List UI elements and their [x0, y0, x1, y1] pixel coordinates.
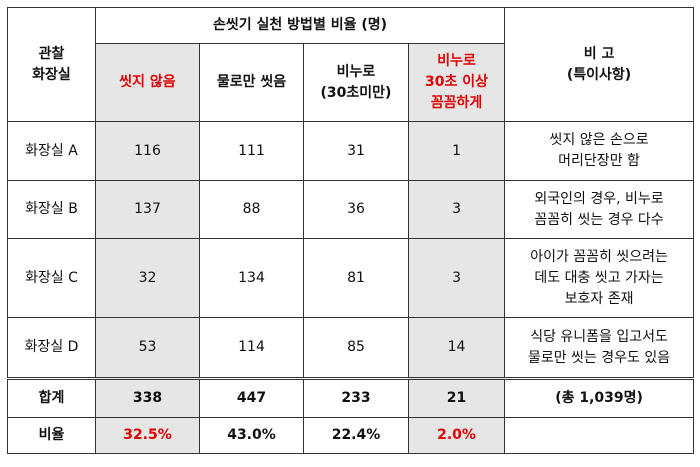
soap-long-header: 비누로 30초 이상 꼼꼼하게 — [407, 43, 506, 122]
header-row-sub: 씻지 않음 물로만 씻음 비누로 (30초미만) 비누로 30초 이상 꼼꼼하게 — [8, 43, 694, 122]
ratio-label: 비율 — [7, 417, 96, 454]
table-row: 화장실 D 53 114 85 14 식당 유니폼을 입고서도 물로만 씻는 경… — [7, 317, 695, 379]
note-cell: 아이가 꼼꼼히 씻으려는 데도 대충 씻고 가자는 보호자 존재 — [504, 238, 695, 318]
water-only-cell: 134 — [199, 238, 304, 318]
soap-short-cell: 36 — [303, 180, 409, 239]
total-no-wash: 338 — [95, 377, 200, 418]
ratio-row: 비율 32.5% 43.0% 22.4% 2.0% — [7, 417, 695, 454]
water-only-cell: 114 — [199, 317, 304, 379]
row-name: 화장실 B — [7, 180, 96, 239]
row-name: 화장실 C — [7, 238, 96, 318]
observe-col-header: 관찰 화장실 — [7, 7, 96, 122]
total-label: 합계 — [7, 377, 96, 418]
table-row: 화장실 B 137 88 36 3 외국인의 경우, 비누로 꼼꼼히 씻는 경우… — [7, 180, 695, 239]
ratio-soap-short: 22.4% — [303, 417, 409, 454]
ratio-water-only: 43.0% — [199, 417, 304, 454]
no-wash-cell: 32 — [95, 238, 200, 318]
water-only-header: 물로만 씻음 — [199, 43, 304, 122]
ratio-no-wash: 32.5% — [95, 417, 200, 454]
total-note: (총 1,039명) — [504, 377, 695, 418]
handwashing-table-wrap: 관찰 화장실 손씻기 실천 방법별 비율 (명) 비 고 (특이사항) 씻지 않… — [7, 7, 695, 454]
note-cell: 씻지 않은 손으로 머리단장만 함 — [504, 121, 695, 181]
note-cell: 외국인의 경우, 비누로 꼼꼼히 씻는 경우 다수 — [504, 180, 695, 239]
no-wash-cell: 53 — [95, 317, 200, 379]
row-name: 화장실 A — [7, 121, 96, 181]
total-soap-long: 21 — [407, 377, 506, 418]
soap-short-cell: 81 — [303, 238, 409, 318]
ratio-note — [504, 417, 695, 454]
total-soap-short: 233 — [303, 377, 409, 418]
water-only-cell: 111 — [199, 121, 304, 181]
water-only-cell: 88 — [199, 180, 304, 239]
group-title-header: 손씻기 실천 방법별 비율 (명) — [94, 7, 506, 44]
soap-long-cell: 1 — [407, 121, 506, 181]
no-wash-cell: 137 — [95, 180, 200, 239]
note-cell: 식당 유니폼을 입고서도 물로만 씻는 경우도 있음 — [504, 317, 695, 379]
soap-short-header: 비누로 (30초미만) — [303, 43, 409, 122]
no-wash-header: 씻지 않음 — [95, 43, 200, 122]
soap-long-cell: 3 — [407, 180, 506, 239]
total-row: 합계 338 447 233 21 (총 1,039명) — [7, 377, 695, 418]
row-name: 화장실 D — [7, 317, 96, 379]
ratio-soap-long: 2.0% — [407, 417, 506, 454]
note-col-header: 비 고 (특이사항) — [504, 7, 695, 122]
total-water-only: 447 — [199, 377, 304, 418]
soap-short-cell: 31 — [303, 121, 409, 181]
no-wash-cell: 116 — [95, 121, 200, 181]
table-row: 화장실 A 116 111 31 1 씻지 않은 손으로 머리단장만 함 — [7, 121, 695, 181]
handwashing-table: 관찰 화장실 손씻기 실천 방법별 비율 (명) 비 고 (특이사항) 씻지 않… — [7, 7, 695, 454]
table-row: 화장실 C 32 134 81 3 아이가 꼼꼼히 씻으려는 데도 대충 씻고 … — [7, 238, 695, 318]
soap-short-cell: 85 — [303, 317, 409, 379]
soap-long-cell: 3 — [407, 238, 506, 318]
soap-long-cell: 14 — [407, 317, 506, 379]
header-row-top: 관찰 화장실 손씻기 실천 방법별 비율 (명) 비 고 (특이사항) — [7, 7, 695, 122]
